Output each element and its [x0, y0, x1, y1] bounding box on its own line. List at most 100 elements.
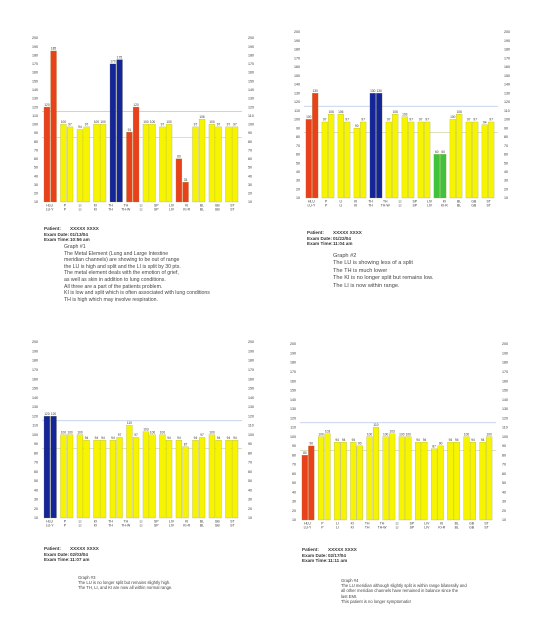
bar — [328, 114, 335, 199]
y-tick-label-left: 80 — [34, 451, 38, 455]
x-tick-label: LI — [340, 204, 343, 208]
x-tick-label: P — [64, 204, 67, 208]
bar-value-label: 97 — [161, 123, 165, 127]
bar — [225, 440, 232, 519]
x-tick-label: ST — [486, 204, 490, 208]
x-tick-label: LIV — [424, 522, 430, 526]
x-tick-label: BL — [200, 524, 204, 528]
y-tick-label-right: 30 — [248, 183, 252, 187]
bar — [208, 124, 216, 203]
y-tick-label-left: 50 — [34, 166, 38, 170]
x-tick-label: ST — [486, 200, 490, 204]
y-tick-label-right: 40 — [248, 174, 252, 178]
y-tick-label-left: 140 — [294, 83, 300, 87]
y-tick-label-left: 190 — [290, 351, 296, 355]
y-tick-label-right: 100 — [502, 435, 508, 439]
bar — [481, 124, 488, 199]
x-tick-label: P — [321, 522, 324, 526]
bar — [116, 437, 123, 519]
x-tick-label: LU-Y — [46, 208, 54, 212]
bar — [198, 437, 206, 519]
bar-value-label: 97 — [425, 118, 429, 122]
caption-line: meridian channels) are showing to be out… — [64, 257, 180, 264]
x-tick-label: KI — [354, 204, 357, 208]
bar — [165, 440, 173, 519]
bar — [463, 436, 470, 521]
y-tick-label-left: 120 — [32, 105, 38, 109]
y-tick-label-left: 180 — [294, 48, 300, 52]
bar — [356, 445, 363, 521]
caption-line: The LU meridian although slightly split … — [341, 583, 467, 589]
bar — [93, 440, 100, 519]
y-tick-label-right: 120 — [248, 105, 254, 109]
bar-value-label: 90 — [355, 124, 359, 128]
bar — [132, 437, 140, 519]
y-tick-label-right: 130 — [248, 97, 254, 101]
y-tick-label-right: 120 — [504, 100, 510, 104]
bar — [305, 119, 312, 199]
x-tick-label: SP — [154, 204, 159, 208]
x-tick-label: KI — [351, 526, 354, 530]
exam-time-label: Exam Time: — [44, 237, 70, 243]
bar — [340, 442, 347, 521]
x-tick-label: GB — [215, 524, 221, 528]
x-tick-label: LU-Y — [304, 526, 312, 530]
y-tick-label-left: 60 — [296, 153, 300, 157]
bar-value-label: 94 — [95, 436, 99, 440]
bar — [392, 114, 399, 199]
bar-value-label: 103 — [389, 430, 395, 434]
patient-label: Patient: — [44, 546, 61, 551]
bar — [99, 440, 107, 519]
exam-date-value: 02/03/04 — [70, 551, 88, 557]
caption-line: The KI is no longer split but remains lo… — [333, 275, 434, 282]
bar-value-label: 120 — [133, 103, 139, 107]
bar-value-label: 100 — [166, 120, 172, 124]
y-tick-label-right: 90 — [248, 131, 252, 135]
caption-line: TH is high which may involve respiration… — [64, 296, 158, 303]
bar-value-label: 94 — [335, 438, 339, 442]
y-tick-label-right: 80 — [248, 451, 252, 455]
bar-value-label: 100 — [318, 432, 324, 436]
y-tick-label-left: 150 — [290, 389, 296, 393]
x-tick-label: P — [64, 208, 67, 212]
x-tick-label: HLU — [304, 522, 311, 526]
y-tick-label-right: 160 — [248, 71, 254, 75]
bar-value-label: 97 — [68, 123, 72, 127]
y-tick-label-left: 110 — [294, 109, 300, 113]
y-tick-label-right: 190 — [502, 351, 508, 355]
bar — [431, 448, 438, 521]
exam-time-value: 11:07 am — [70, 557, 90, 563]
y-tick-label-left: 40 — [296, 170, 300, 174]
y-tick-label-left: 70 — [296, 144, 300, 148]
x-tick-label: KI-R — [441, 204, 448, 208]
y-tick-label-left: 160 — [290, 379, 296, 383]
bar — [99, 124, 107, 203]
x-tick-label: LIV — [427, 200, 433, 204]
bar — [337, 114, 344, 199]
x-tick-label: ST — [230, 524, 234, 528]
bar — [43, 106, 51, 203]
y-tick-label-left: 60 — [34, 157, 38, 161]
y-tick-label-right: 140 — [248, 396, 254, 400]
y-tick-label-left: 30 — [292, 500, 296, 504]
patient-label: Patient: — [44, 226, 61, 231]
bar-value-label: 103 — [402, 112, 408, 116]
caption-line: The TH is much lower — [333, 267, 388, 274]
y-tick-label-left: 130 — [32, 405, 38, 409]
y-tick-label-left: 90 — [292, 444, 296, 448]
bar — [208, 434, 216, 519]
bar-value-label: 33 — [184, 178, 188, 182]
x-tick-label: KI — [440, 522, 443, 526]
y-tick-label-right: 150 — [502, 389, 508, 393]
bar — [360, 121, 367, 199]
bar-value-label: 94 — [481, 438, 485, 442]
y-tick-label-right: 160 — [502, 379, 508, 383]
caption-4: Graph #4 The LU meridian although slight… — [341, 578, 467, 604]
bar-value-label: 60 — [441, 150, 445, 154]
y-tick-label-left: 20 — [296, 187, 300, 191]
bar-value-label: 100 — [61, 430, 67, 434]
y-tick-label-right: 10 — [248, 516, 252, 520]
y-tick-label-right: 20 — [248, 192, 252, 196]
bar-value-label: 175 — [117, 55, 123, 59]
